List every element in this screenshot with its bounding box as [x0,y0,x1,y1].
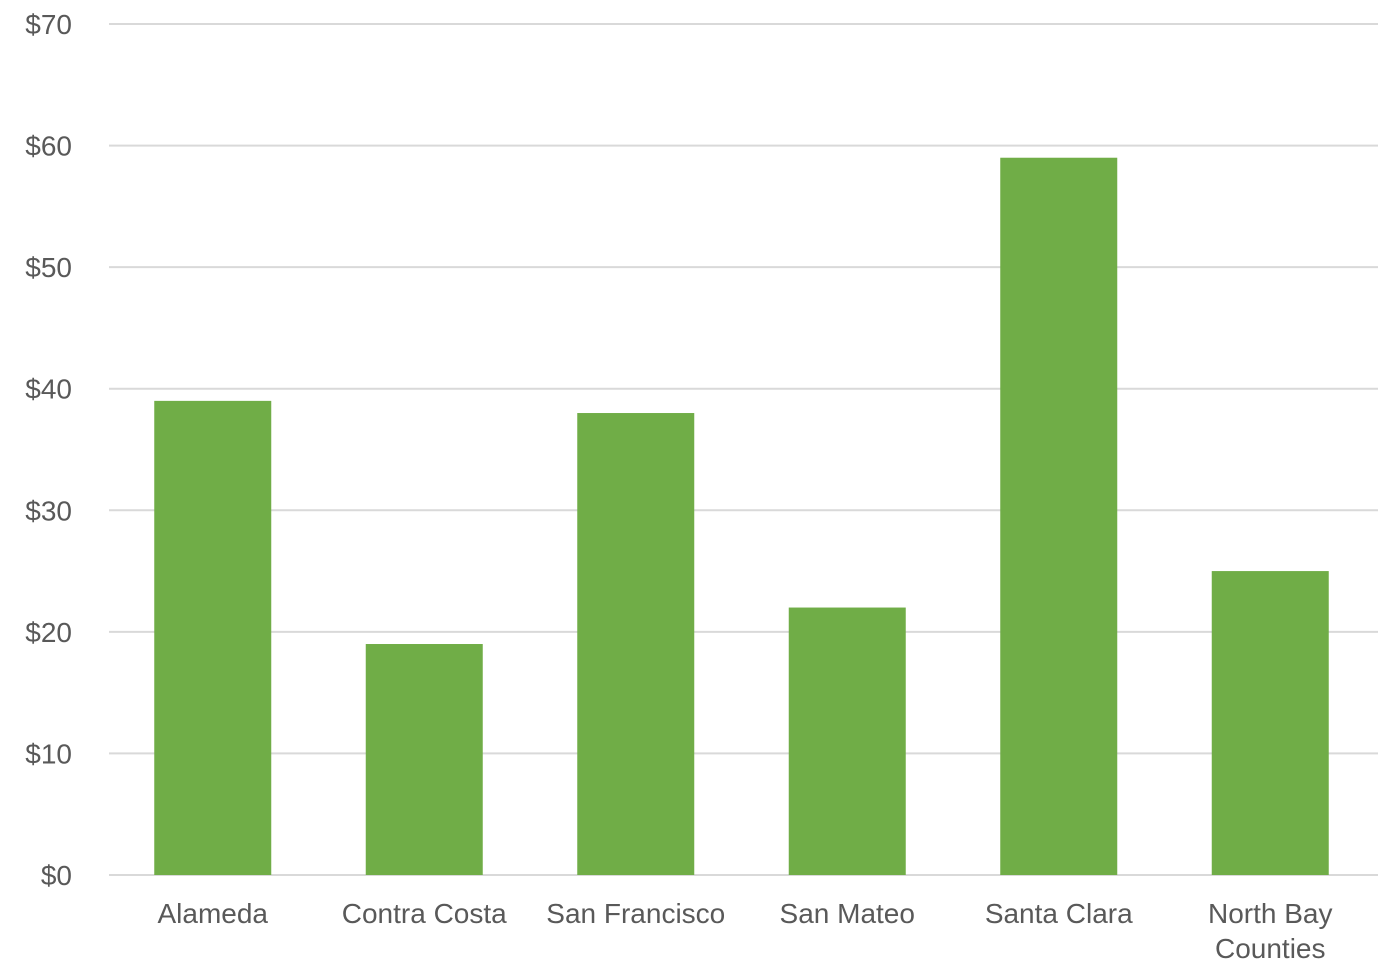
bar [1211,571,1329,875]
x-category-label: North Bay [1208,898,1333,929]
bars [154,157,1329,875]
bar [365,644,483,875]
y-tick-label: $0 [41,860,72,891]
y-tick-label: $50 [25,252,72,283]
x-category-label: Contra Costa [342,898,507,929]
bar [577,413,695,875]
x-category-label: Counties [1215,933,1326,961]
y-tick-label: $70 [25,9,72,40]
y-tick-label: $20 [25,617,72,648]
gridlines [109,23,1378,876]
x-category-label: Santa Clara [985,898,1133,929]
y-axis-tick-labels: $0 $10 $20 $30 $40 $50 $60 $70 [25,9,72,891]
y-tick-label: $40 [25,374,72,405]
y-tick-label: $60 [25,131,72,162]
bar [788,607,906,875]
x-category-label: Alameda [157,898,268,929]
x-axis-category-labels: Alameda Contra Costa San Francisco San Mate… [157,898,1332,961]
y-tick-label: $10 [25,738,72,769]
bar [154,400,272,875]
x-category-label: San Francisco [546,898,725,929]
bar [1000,157,1118,875]
x-category-label: San Mateo [780,898,915,929]
y-tick-label: $30 [25,495,72,526]
